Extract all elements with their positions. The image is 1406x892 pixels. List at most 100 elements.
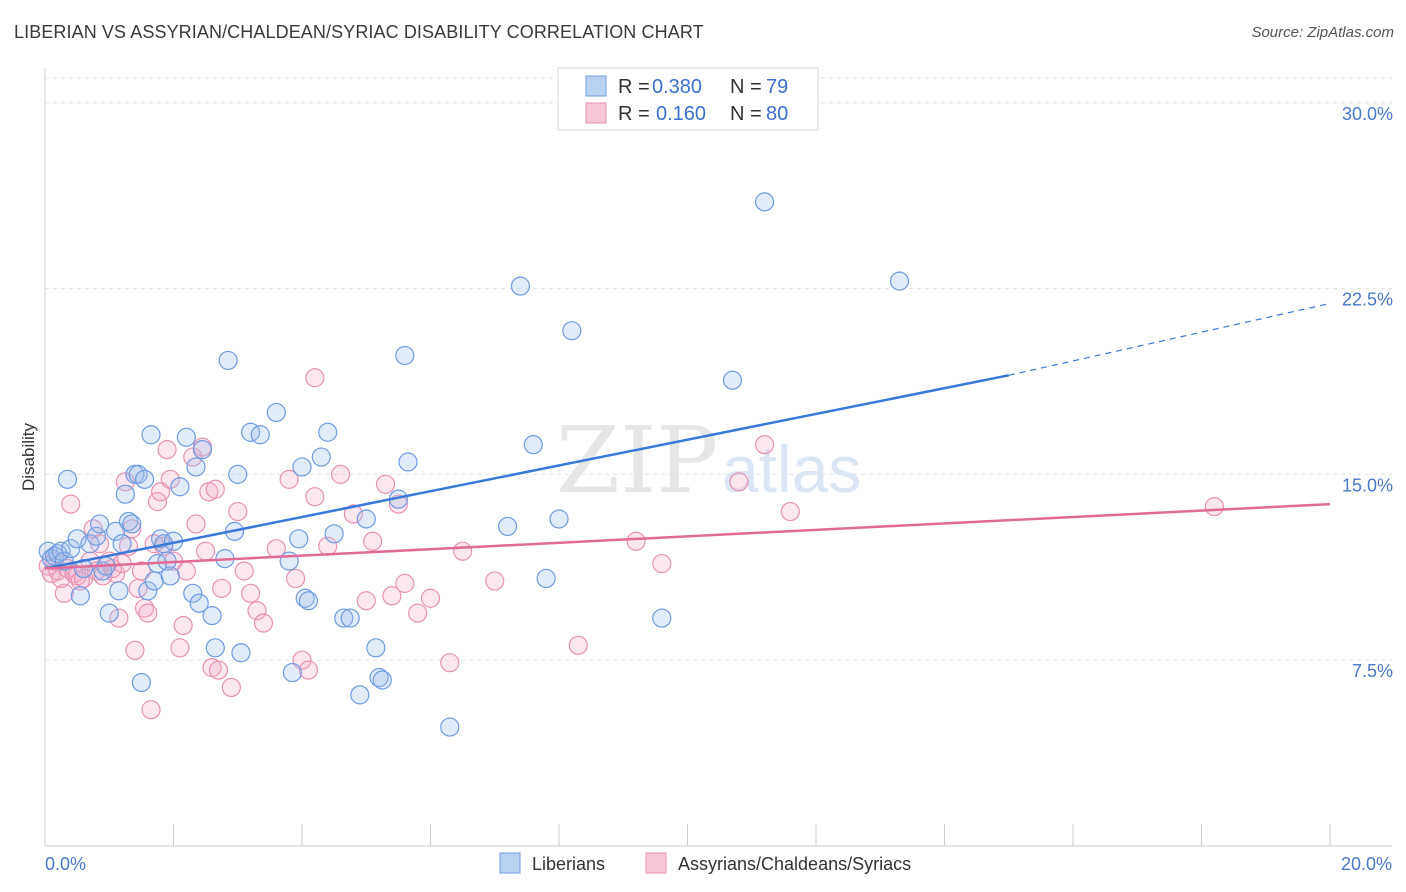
point-liberians: [369, 667, 389, 688]
point-liberians: [231, 643, 251, 663]
point-assyrians: [298, 660, 319, 680]
point-assyrians: [205, 479, 225, 499]
point-liberians: [562, 321, 582, 341]
point-liberians: [228, 464, 248, 484]
point-liberians: [122, 514, 142, 534]
point-liberians: [109, 581, 129, 601]
y-tick-label: 22.5%: [1342, 290, 1393, 310]
point-liberians: [61, 539, 81, 559]
y-tick-labels: 7.5% 15.0% 22.5% 30.0%: [1342, 104, 1393, 681]
point-assyrians: [1204, 496, 1224, 517]
point-assyrians: [70, 571, 90, 591]
y-tick-label: 7.5%: [1352, 661, 1393, 681]
chart-title: LIBERIAN VS ASSYRIAN/CHALDEAN/SYRIAC DIS…: [14, 22, 704, 42]
trend-lines: [44, 302, 1331, 570]
point-assyrians: [173, 615, 193, 636]
point-liberians: [398, 452, 418, 472]
point-liberians: [334, 608, 354, 628]
point-liberians: [48, 544, 68, 564]
point-liberians: [324, 524, 344, 544]
point-liberians: [295, 588, 315, 608]
bottom-legend: Liberians Assyrians/Chaldeans/Syriacs: [499, 852, 911, 874]
bottom-legend-swatch-liberians: [499, 852, 521, 874]
point-liberians: [523, 435, 543, 455]
point-liberians: [350, 685, 370, 705]
point-assyrians: [408, 603, 428, 623]
point-liberians: [289, 529, 309, 549]
point-liberians: [536, 568, 556, 589]
point-assyrians: [375, 474, 396, 494]
x-axis-ticks: [44, 824, 1331, 846]
point-liberians: [131, 672, 151, 693]
point-liberians: [189, 593, 209, 613]
point-liberians: [395, 345, 415, 366]
legend-r-label-1: R =: [618, 76, 650, 98]
trend-line-liberians-extension: [1008, 302, 1331, 376]
point-assyrians: [234, 561, 254, 581]
point-liberians: [128, 464, 148, 484]
source-label: Source: ZipAtlas.com: [1251, 24, 1394, 41]
point-assyrians: [170, 638, 190, 658]
point-assyrians: [221, 677, 241, 698]
point-liberians: [134, 469, 155, 489]
point-assyrians: [196, 541, 216, 561]
legend: R = 0.380 N = 79 R = 0.160 N = 80: [557, 67, 819, 131]
point-assyrians: [485, 571, 505, 591]
point-liberians: [311, 447, 331, 467]
point-liberians: [176, 427, 196, 447]
point-liberians: [183, 583, 203, 603]
point-liberians: [80, 534, 100, 554]
point-liberians: [440, 717, 460, 737]
point-assyrians: [253, 613, 274, 633]
legend-r-value-1: 0.380: [652, 76, 702, 98]
point-assyrians: [780, 501, 800, 522]
point-liberians: [141, 425, 161, 445]
point-assyrians: [305, 368, 325, 388]
point-assyrians: [125, 640, 145, 660]
point-liberians: [186, 457, 206, 477]
point-assyrians: [568, 635, 588, 655]
x-tick-label-max: 20.0%: [1341, 854, 1392, 874]
point-liberians: [202, 605, 222, 626]
point-liberians: [292, 457, 312, 477]
point-assyrians: [305, 487, 325, 507]
point-assyrians: [157, 440, 177, 460]
point-liberians: [112, 534, 132, 554]
legend-r-value-2: 0.160: [656, 103, 706, 125]
y-axis-label: Disability: [19, 422, 38, 491]
point-assyrians: [363, 531, 383, 551]
point-liberians: [106, 521, 126, 541]
point-liberians: [298, 591, 319, 611]
point-assyrians: [453, 541, 473, 561]
point-assyrians: [186, 514, 206, 534]
point-liberians: [549, 509, 569, 529]
point-liberians: [99, 603, 119, 623]
point-liberians: [192, 440, 213, 460]
y-tick-label: 30.0%: [1342, 104, 1393, 124]
point-assyrians: [285, 568, 306, 589]
point-assyrians: [652, 553, 672, 574]
point-liberians: [889, 271, 910, 291]
bottom-legend-assyrians: Assyrians/Chaldeans/Syriacs: [678, 854, 911, 874]
point-liberians: [138, 581, 158, 601]
point-assyrians: [420, 588, 441, 608]
series-liberians-points: [38, 192, 910, 737]
trend-line-assyrians: [44, 502, 1331, 570]
point-liberians: [170, 477, 190, 497]
legend-n-value-1: 79: [766, 76, 788, 98]
legend-n-value-2: 80: [766, 103, 788, 125]
point-liberians: [115, 484, 135, 504]
point-assyrians: [241, 583, 261, 603]
point-liberians: [144, 571, 164, 591]
watermark-atlas: atlas: [722, 432, 861, 506]
point-assyrians: [61, 494, 81, 514]
point-liberians: [282, 662, 302, 683]
point-liberians: [356, 509, 376, 529]
point-assyrians: [212, 578, 232, 598]
legend-swatch-liberians: [585, 75, 607, 97]
point-assyrians: [109, 608, 129, 628]
bottom-legend-swatch-assyrians: [645, 852, 667, 874]
point-assyrians: [330, 464, 351, 484]
point-assyrians: [382, 586, 402, 606]
